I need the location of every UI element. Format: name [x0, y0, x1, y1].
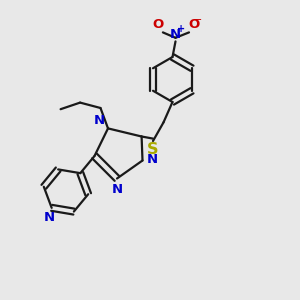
Text: N: N	[170, 28, 182, 41]
Text: N: N	[147, 153, 158, 167]
Text: N: N	[93, 114, 104, 127]
Text: O: O	[188, 18, 200, 31]
Text: −: −	[193, 15, 203, 25]
Text: S: S	[147, 142, 158, 157]
Text: N: N	[112, 183, 123, 196]
Text: O: O	[152, 18, 164, 31]
Text: N: N	[44, 211, 55, 224]
Text: +: +	[177, 24, 185, 34]
